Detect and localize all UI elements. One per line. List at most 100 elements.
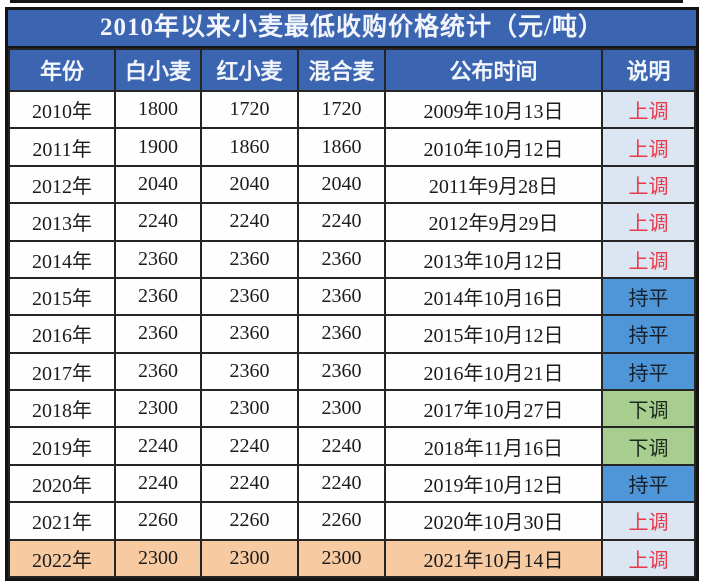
cell-red-wheat: 2260: [200, 501, 299, 541]
cell-publish-date: 2009年10月13日: [384, 89, 603, 130]
cell-publish-date: 2011年9月28日: [384, 164, 603, 205]
cell-mixed-wheat: 2360: [297, 239, 386, 279]
cell-year: 2018年: [8, 388, 116, 429]
cell-year: 2012年: [8, 164, 116, 205]
cell-white-wheat: 2300: [114, 388, 202, 429]
cell-white-wheat: 2360: [114, 276, 202, 317]
table-body: 2010年 1800 1720 1720 2009年10月13日 上调 2011年 1900 1…: [8, 89, 696, 578]
table-row: 2020年 2240 2240 2240 2019年10月12日 持平: [8, 463, 696, 504]
cell-red-wheat: 1720: [200, 89, 299, 130]
wheat-price-table: 年份 白小麦 红小麦 混合麦 公布时间 说明 2010年 1800 1720 1720 2009年…: [8, 48, 696, 578]
cell-status: 上调: [601, 202, 696, 242]
table-row: 2015年 2360 2360 2360 2014年10月16日 持平: [8, 276, 696, 317]
cell-mixed-wheat: 2360: [297, 276, 386, 317]
cell-publish-date: 2013年10月12日: [384, 239, 603, 279]
table-row: 2012年 2040 2040 2040 2011年9月28日 上调: [8, 164, 696, 205]
cell-status: 上调: [601, 538, 696, 578]
table-row: 2014年 2360 2360 2360 2013年10月12日 上调: [8, 239, 696, 279]
col-header-status: 说明: [601, 48, 696, 92]
cell-white-wheat: 2360: [114, 314, 202, 354]
table-title: 2010年以来小麦最低收购价格统计（元/吨）: [8, 10, 696, 48]
cell-status: 上调: [601, 164, 696, 205]
wheat-price-table-frame: 2010年以来小麦最低收购价格统计（元/吨） 年份 白小麦 红小麦 混合麦 公布时间 说明…: [5, 7, 699, 581]
col-header-mixed-wheat: 混合麦: [297, 48, 386, 92]
cell-white-wheat: 2040: [114, 164, 202, 205]
cell-white-wheat: 1900: [114, 127, 202, 167]
top-crop-line: [10, 0, 683, 3]
cell-publish-date: 2010年10月12日: [384, 127, 603, 167]
cell-status: 持平: [601, 276, 696, 317]
cell-status: 下调: [601, 426, 696, 466]
cell-publish-date: 2017年10月27日: [384, 388, 603, 429]
cell-red-wheat: 2360: [200, 239, 299, 279]
cell-mixed-wheat: 2360: [297, 314, 386, 354]
table-row: 2019年 2240 2240 2240 2018年11月16日 下调: [8, 426, 696, 466]
table-row: 2017年 2360 2360 2360 2016年10月21日 持平: [8, 351, 696, 392]
cell-status: 持平: [601, 463, 696, 504]
cell-year: 2013年: [8, 202, 116, 242]
cell-publish-date: 2012年9月29日: [384, 202, 603, 242]
cell-status: 持平: [601, 314, 696, 354]
col-header-red-wheat: 红小麦: [200, 48, 299, 92]
cell-publish-date: 2016年10月21日: [384, 351, 603, 392]
cell-year: 2020年: [8, 463, 116, 504]
cell-red-wheat: 2240: [200, 426, 299, 466]
cell-status: 上调: [601, 239, 696, 279]
cell-year: 2022年: [8, 538, 116, 578]
col-header-publish-date: 公布时间: [384, 48, 603, 92]
cell-red-wheat: 2300: [200, 538, 299, 578]
cell-red-wheat: 2360: [200, 351, 299, 392]
cell-mixed-wheat: 1720: [297, 89, 386, 130]
table-row: 2016年 2360 2360 2360 2015年10月12日 持平: [8, 314, 696, 354]
table-row: 2018年 2300 2300 2300 2017年10月27日 下调: [8, 388, 696, 429]
cell-mixed-wheat: 1860: [297, 127, 386, 167]
cell-publish-date: 2018年11月16日: [384, 426, 603, 466]
table-row: 2011年 1900 1860 1860 2010年10月12日 上调: [8, 127, 696, 167]
cell-status: 上调: [601, 127, 696, 167]
cell-mixed-wheat: 2300: [297, 538, 386, 578]
cell-publish-date: 2021年10月14日: [384, 538, 603, 578]
cell-mixed-wheat: 2040: [297, 164, 386, 205]
cell-mixed-wheat: 2240: [297, 202, 386, 242]
cell-publish-date: 2019年10月12日: [384, 463, 603, 504]
cell-red-wheat: 2240: [200, 202, 299, 242]
col-header-white-wheat: 白小麦: [114, 48, 202, 92]
table-row: 2010年 1800 1720 1720 2009年10月13日 上调: [8, 89, 696, 130]
cell-mixed-wheat: 2300: [297, 388, 386, 429]
cell-mixed-wheat: 2260: [297, 501, 386, 541]
table-row: 2021年 2260 2260 2260 2020年10月30日 上调: [8, 501, 696, 541]
cell-white-wheat: 2260: [114, 501, 202, 541]
cell-year: 2010年: [8, 89, 116, 130]
cell-red-wheat: 2040: [200, 164, 299, 205]
cell-year: 2016年: [8, 314, 116, 354]
cell-year: 2019年: [8, 426, 116, 466]
table-row: 2022年 2300 2300 2300 2021年10月14日 上调: [8, 538, 696, 578]
col-header-year: 年份: [8, 48, 116, 92]
cell-status: 下调: [601, 388, 696, 429]
cell-publish-date: 2020年10月30日: [384, 501, 603, 541]
cell-white-wheat: 2360: [114, 351, 202, 392]
cell-status: 上调: [601, 501, 696, 541]
table-row: 2013年 2240 2240 2240 2012年9月29日 上调: [8, 202, 696, 242]
cell-mixed-wheat: 2240: [297, 426, 386, 466]
cell-red-wheat: 2360: [200, 314, 299, 354]
cell-publish-date: 2014年10月16日: [384, 276, 603, 317]
cell-year: 2017年: [8, 351, 116, 392]
cell-status: 上调: [601, 89, 696, 130]
cell-publish-date: 2015年10月12日: [384, 314, 603, 354]
cell-year: 2021年: [8, 501, 116, 541]
cell-red-wheat: 1860: [200, 127, 299, 167]
cell-status: 持平: [601, 351, 696, 392]
header-row: 年份 白小麦 红小麦 混合麦 公布时间 说明: [8, 48, 696, 92]
cell-mixed-wheat: 2360: [297, 351, 386, 392]
cell-mixed-wheat: 2240: [297, 463, 386, 504]
cell-year: 2011年: [8, 127, 116, 167]
cell-year: 2014年: [8, 239, 116, 279]
cell-year: 2015年: [8, 276, 116, 317]
cell-white-wheat: 2300: [114, 538, 202, 578]
cell-red-wheat: 2240: [200, 463, 299, 504]
cell-white-wheat: 2360: [114, 239, 202, 279]
cell-white-wheat: 2240: [114, 202, 202, 242]
cell-red-wheat: 2360: [200, 276, 299, 317]
